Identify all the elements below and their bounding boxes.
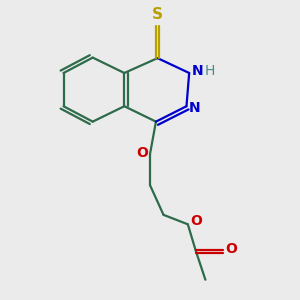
Text: O: O (136, 146, 148, 160)
Text: N: N (189, 100, 201, 115)
Text: H: H (205, 64, 215, 78)
Text: O: O (190, 214, 202, 228)
Text: S: S (152, 8, 163, 22)
Text: N: N (191, 64, 203, 78)
Text: O: O (226, 242, 238, 256)
